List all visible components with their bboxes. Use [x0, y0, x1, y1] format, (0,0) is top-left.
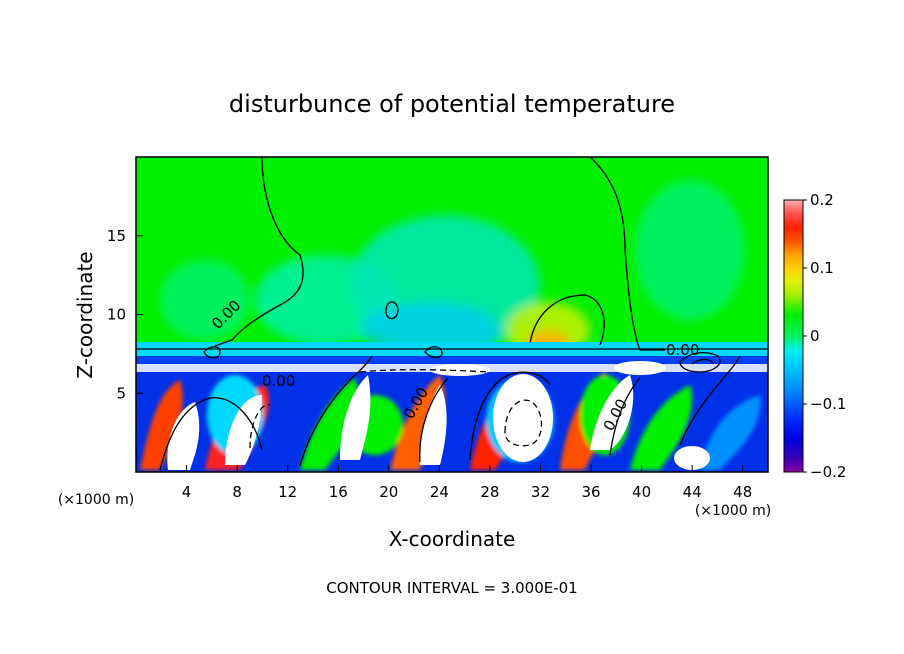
x-tick-label: 24	[430, 483, 449, 501]
contour-cluster-1	[203, 346, 221, 359]
chart-title: disturbunce of potential temperature	[229, 90, 675, 118]
lower-layer-top-band	[136, 364, 768, 372]
x-tick-label: 20	[379, 483, 398, 501]
inversion-layer-cyan	[136, 342, 768, 358]
white-region-6	[590, 375, 634, 450]
cell-8	[700, 395, 761, 470]
x-units-right: (×1000 m)	[695, 503, 771, 519]
contour-lower-4	[469, 371, 551, 461]
x-tick-label: 28	[480, 483, 499, 501]
contour-lines	[136, 157, 768, 471]
colorbar-tick-label: 0	[810, 327, 820, 345]
contour-dashed-1	[504, 399, 543, 447]
x-tick-label: 32	[531, 483, 550, 501]
white-region-5	[493, 374, 553, 462]
lower-turbulent-layer	[136, 361, 768, 472]
contour-upper-2	[589, 157, 665, 351]
x-units-left: (×1000 m)	[58, 492, 134, 508]
contour-lower-6	[679, 355, 741, 446]
contour-upper-3	[529, 294, 605, 346]
contour-cluster-3	[691, 358, 715, 365]
x-axis-label: X-coordinate	[389, 527, 516, 551]
white-region-4	[419, 385, 447, 465]
x-tick-label: 48	[733, 483, 752, 501]
upper-patch-cyan-4	[160, 260, 250, 340]
contour-cluster-4	[424, 346, 443, 358]
contour-lower-5	[609, 377, 641, 456]
colorbar-tick-label: −0.1	[810, 395, 846, 413]
x-tick-label: 44	[683, 483, 702, 501]
potential-temperature-field: 0.00 0.00 0.00 0.00 0.00	[136, 157, 768, 472]
y-tick-label: 10	[107, 306, 126, 324]
x-tick-label: 16	[329, 483, 348, 501]
contour-label-4: 0.00	[666, 341, 699, 359]
contour-upper-4	[385, 301, 399, 320]
white-region-2	[225, 395, 262, 465]
colorbar-tick-label: 0.1	[810, 259, 834, 277]
contour-dashed-3	[359, 369, 491, 373]
x-tick-label: 12	[278, 483, 297, 501]
upper-patch-cyan-3	[635, 180, 745, 320]
white-region-3	[340, 375, 371, 460]
white-region-7	[674, 446, 710, 470]
contour-lower-3	[419, 377, 449, 463]
contour-cluster-2	[679, 351, 721, 373]
cell-7	[630, 385, 693, 470]
contour-upper-1	[214, 157, 304, 347]
y-tick-label: 15	[107, 227, 126, 245]
y-tick-label: 5	[116, 384, 126, 402]
contour-label-2: 0.00	[262, 372, 295, 390]
x-tick-label: 40	[632, 483, 651, 501]
colorbar-tick-label: −0.2	[810, 463, 846, 481]
x-axis-ticks: 4 8 12 16 20 24 28 32 36 40 44 48	[182, 465, 752, 501]
colorbar	[783, 199, 804, 473]
contour-lower-2	[299, 355, 373, 467]
contour-interval: CONTOUR INTERVAL = 3.000E-01	[326, 579, 577, 597]
cell-1	[140, 380, 183, 470]
colorbar-ticks: 0.2 0.1 0 −0.1 −0.2	[803, 191, 846, 481]
y-axis-label: Z-coordinate	[73, 251, 97, 378]
inversion-layer-blue	[136, 356, 768, 366]
white-region-1	[167, 402, 200, 470]
colorbar-tick-label: 0.2	[810, 191, 834, 209]
cell-3	[300, 378, 359, 470]
y-axis-ticks: 5 10 15	[107, 227, 143, 402]
x-tick-label: 4	[182, 483, 192, 501]
contour-dashed-2	[249, 404, 271, 449]
x-tick-label: 36	[581, 483, 600, 501]
x-tick-label: 8	[232, 483, 242, 501]
